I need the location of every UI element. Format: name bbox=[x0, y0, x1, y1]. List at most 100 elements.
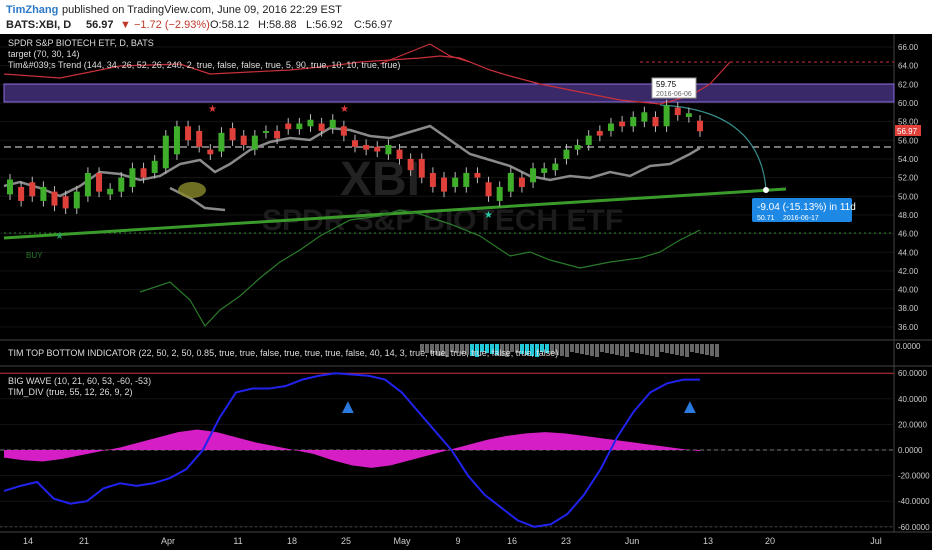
publish-info: published on TradingView.com, June 09, 2… bbox=[62, 4, 342, 16]
wave-legend-2[interactable]: TIM_DIV (true, 55, 12, 26, 9, 2) bbox=[8, 387, 133, 397]
tb-bar bbox=[685, 344, 689, 357]
candle-body bbox=[18, 186, 25, 201]
svg-text:59.75: 59.75 bbox=[656, 80, 677, 89]
last-price: 56.97 bbox=[86, 19, 114, 31]
candle-body bbox=[207, 149, 214, 155]
wave-tick: 40.0000 bbox=[898, 395, 927, 404]
x-tick: 25 bbox=[341, 536, 351, 546]
price-tick: 38.00 bbox=[898, 304, 919, 313]
tb-bar bbox=[695, 344, 699, 353]
watermark-symbol: XBI bbox=[340, 153, 420, 206]
tb-bar bbox=[650, 344, 654, 356]
price-tick: 42.00 bbox=[898, 267, 919, 276]
price-tick: 66.00 bbox=[898, 43, 919, 52]
main-legend-target[interactable]: target (70, 30, 14) bbox=[8, 49, 80, 59]
tb-bar bbox=[435, 344, 439, 355]
candle-body bbox=[262, 130, 269, 133]
candle-body bbox=[62, 196, 69, 209]
top-bottom-bars bbox=[420, 344, 719, 357]
x-tick: Apr bbox=[161, 536, 175, 546]
x-tick: 13 bbox=[703, 536, 713, 546]
candle-body bbox=[674, 107, 681, 116]
tb-bar bbox=[565, 344, 569, 357]
publish-header: TimZhang published on TradingView.com, J… bbox=[0, 0, 932, 34]
big-wave-line bbox=[3, 372, 700, 528]
tb-bar bbox=[555, 344, 559, 355]
candle-body bbox=[151, 160, 158, 173]
last-price-tag bbox=[895, 125, 921, 136]
candle-body bbox=[307, 119, 314, 127]
author-name[interactable]: TimZhang bbox=[6, 4, 59, 16]
candle-body bbox=[73, 191, 80, 209]
main-legend-title[interactable]: SPDR S&P BIOTECH ETF, D, BATS bbox=[8, 38, 154, 48]
tb-bar bbox=[515, 344, 519, 353]
candle-body bbox=[329, 119, 336, 129]
projection-detail: 50.71 bbox=[757, 215, 775, 222]
tb-bar bbox=[620, 344, 624, 356]
price-tick: 36.00 bbox=[898, 323, 919, 332]
candle-body bbox=[697, 120, 703, 132]
tb-bar bbox=[590, 344, 594, 356]
candle-body bbox=[107, 188, 114, 195]
price-tick: 58.00 bbox=[898, 118, 919, 127]
tb-bar bbox=[505, 344, 509, 357]
tb-bar bbox=[635, 344, 639, 353]
candle-body bbox=[485, 182, 492, 197]
tb-bar bbox=[545, 344, 549, 353]
tb-bar bbox=[660, 344, 664, 352]
candle-body bbox=[429, 172, 436, 187]
candle-body bbox=[474, 172, 481, 178]
x-tick: 9 bbox=[455, 536, 460, 546]
div-area bbox=[4, 429, 700, 468]
symbol-label: BATS:XBI, D bbox=[6, 19, 72, 31]
tb-bar bbox=[705, 344, 709, 355]
tb-bar bbox=[645, 344, 649, 355]
time-axis: 14 21 Apr 11 18 25 May 9 16 23 Jun 13 20 Jul bbox=[23, 536, 882, 546]
projection-arc bbox=[659, 104, 767, 191]
candle-body bbox=[496, 186, 503, 201]
candle-body bbox=[296, 123, 303, 130]
price-tick: 40.00 bbox=[898, 286, 919, 295]
candle-body bbox=[652, 116, 659, 127]
price-tick: 46.00 bbox=[898, 230, 919, 239]
price-tick: 50.00 bbox=[898, 192, 919, 201]
candle-body bbox=[140, 168, 147, 178]
tb-bar bbox=[525, 344, 529, 355]
candle-body bbox=[40, 186, 47, 201]
wave-tick: -60.0000 bbox=[898, 523, 930, 532]
candle-body bbox=[84, 172, 91, 197]
tb-legend[interactable]: TIM TOP BOTTOM INDICATOR (22, 50, 2, 50,… bbox=[8, 348, 558, 358]
tb-bar bbox=[540, 344, 544, 352]
tb-bar bbox=[610, 344, 614, 354]
wave-tick: 60.0000 bbox=[898, 369, 927, 378]
candle-body bbox=[274, 130, 281, 139]
tb-bar bbox=[560, 344, 564, 356]
up-arrow-2: ▲ bbox=[680, 396, 700, 418]
candle-body bbox=[396, 149, 403, 159]
wave-legend-1[interactable]: BIG WAVE (10, 21, 60, 53, -60, -53) bbox=[8, 376, 151, 386]
high-value: H:58.88 bbox=[258, 19, 297, 31]
candle-body bbox=[196, 130, 203, 147]
tb-bar bbox=[475, 344, 479, 357]
buy-star-2: ★ bbox=[484, 210, 493, 221]
main-legend-trend[interactable]: Tim&#039;s Trend (144, 34, 26, 52, 26, 2… bbox=[8, 60, 400, 70]
watermark-name: SPDR S&P BIOTECH ETF bbox=[262, 204, 623, 237]
price-axis: 66.00 64.00 62.00 60.00 58.00 56.00 54.00 52.00… bbox=[898, 43, 919, 332]
candle-body bbox=[185, 126, 192, 141]
tb-bar bbox=[425, 344, 429, 353]
tb-bar bbox=[430, 344, 434, 354]
candle-body bbox=[374, 146, 381, 152]
wave-tick: 20.0000 bbox=[898, 420, 927, 429]
tb-bar bbox=[690, 344, 694, 352]
tb-bar bbox=[605, 344, 609, 353]
tb-bar bbox=[585, 344, 589, 355]
candle-body bbox=[407, 158, 414, 171]
tb-bar bbox=[490, 344, 494, 354]
tb-bar bbox=[580, 344, 584, 354]
candle-body bbox=[552, 163, 559, 171]
price-tick: 56.00 bbox=[898, 136, 919, 145]
tb-bar bbox=[550, 344, 554, 354]
markers: ★ ★ ★ ★ BUY bbox=[26, 104, 493, 260]
x-tick: Jun bbox=[625, 536, 640, 546]
